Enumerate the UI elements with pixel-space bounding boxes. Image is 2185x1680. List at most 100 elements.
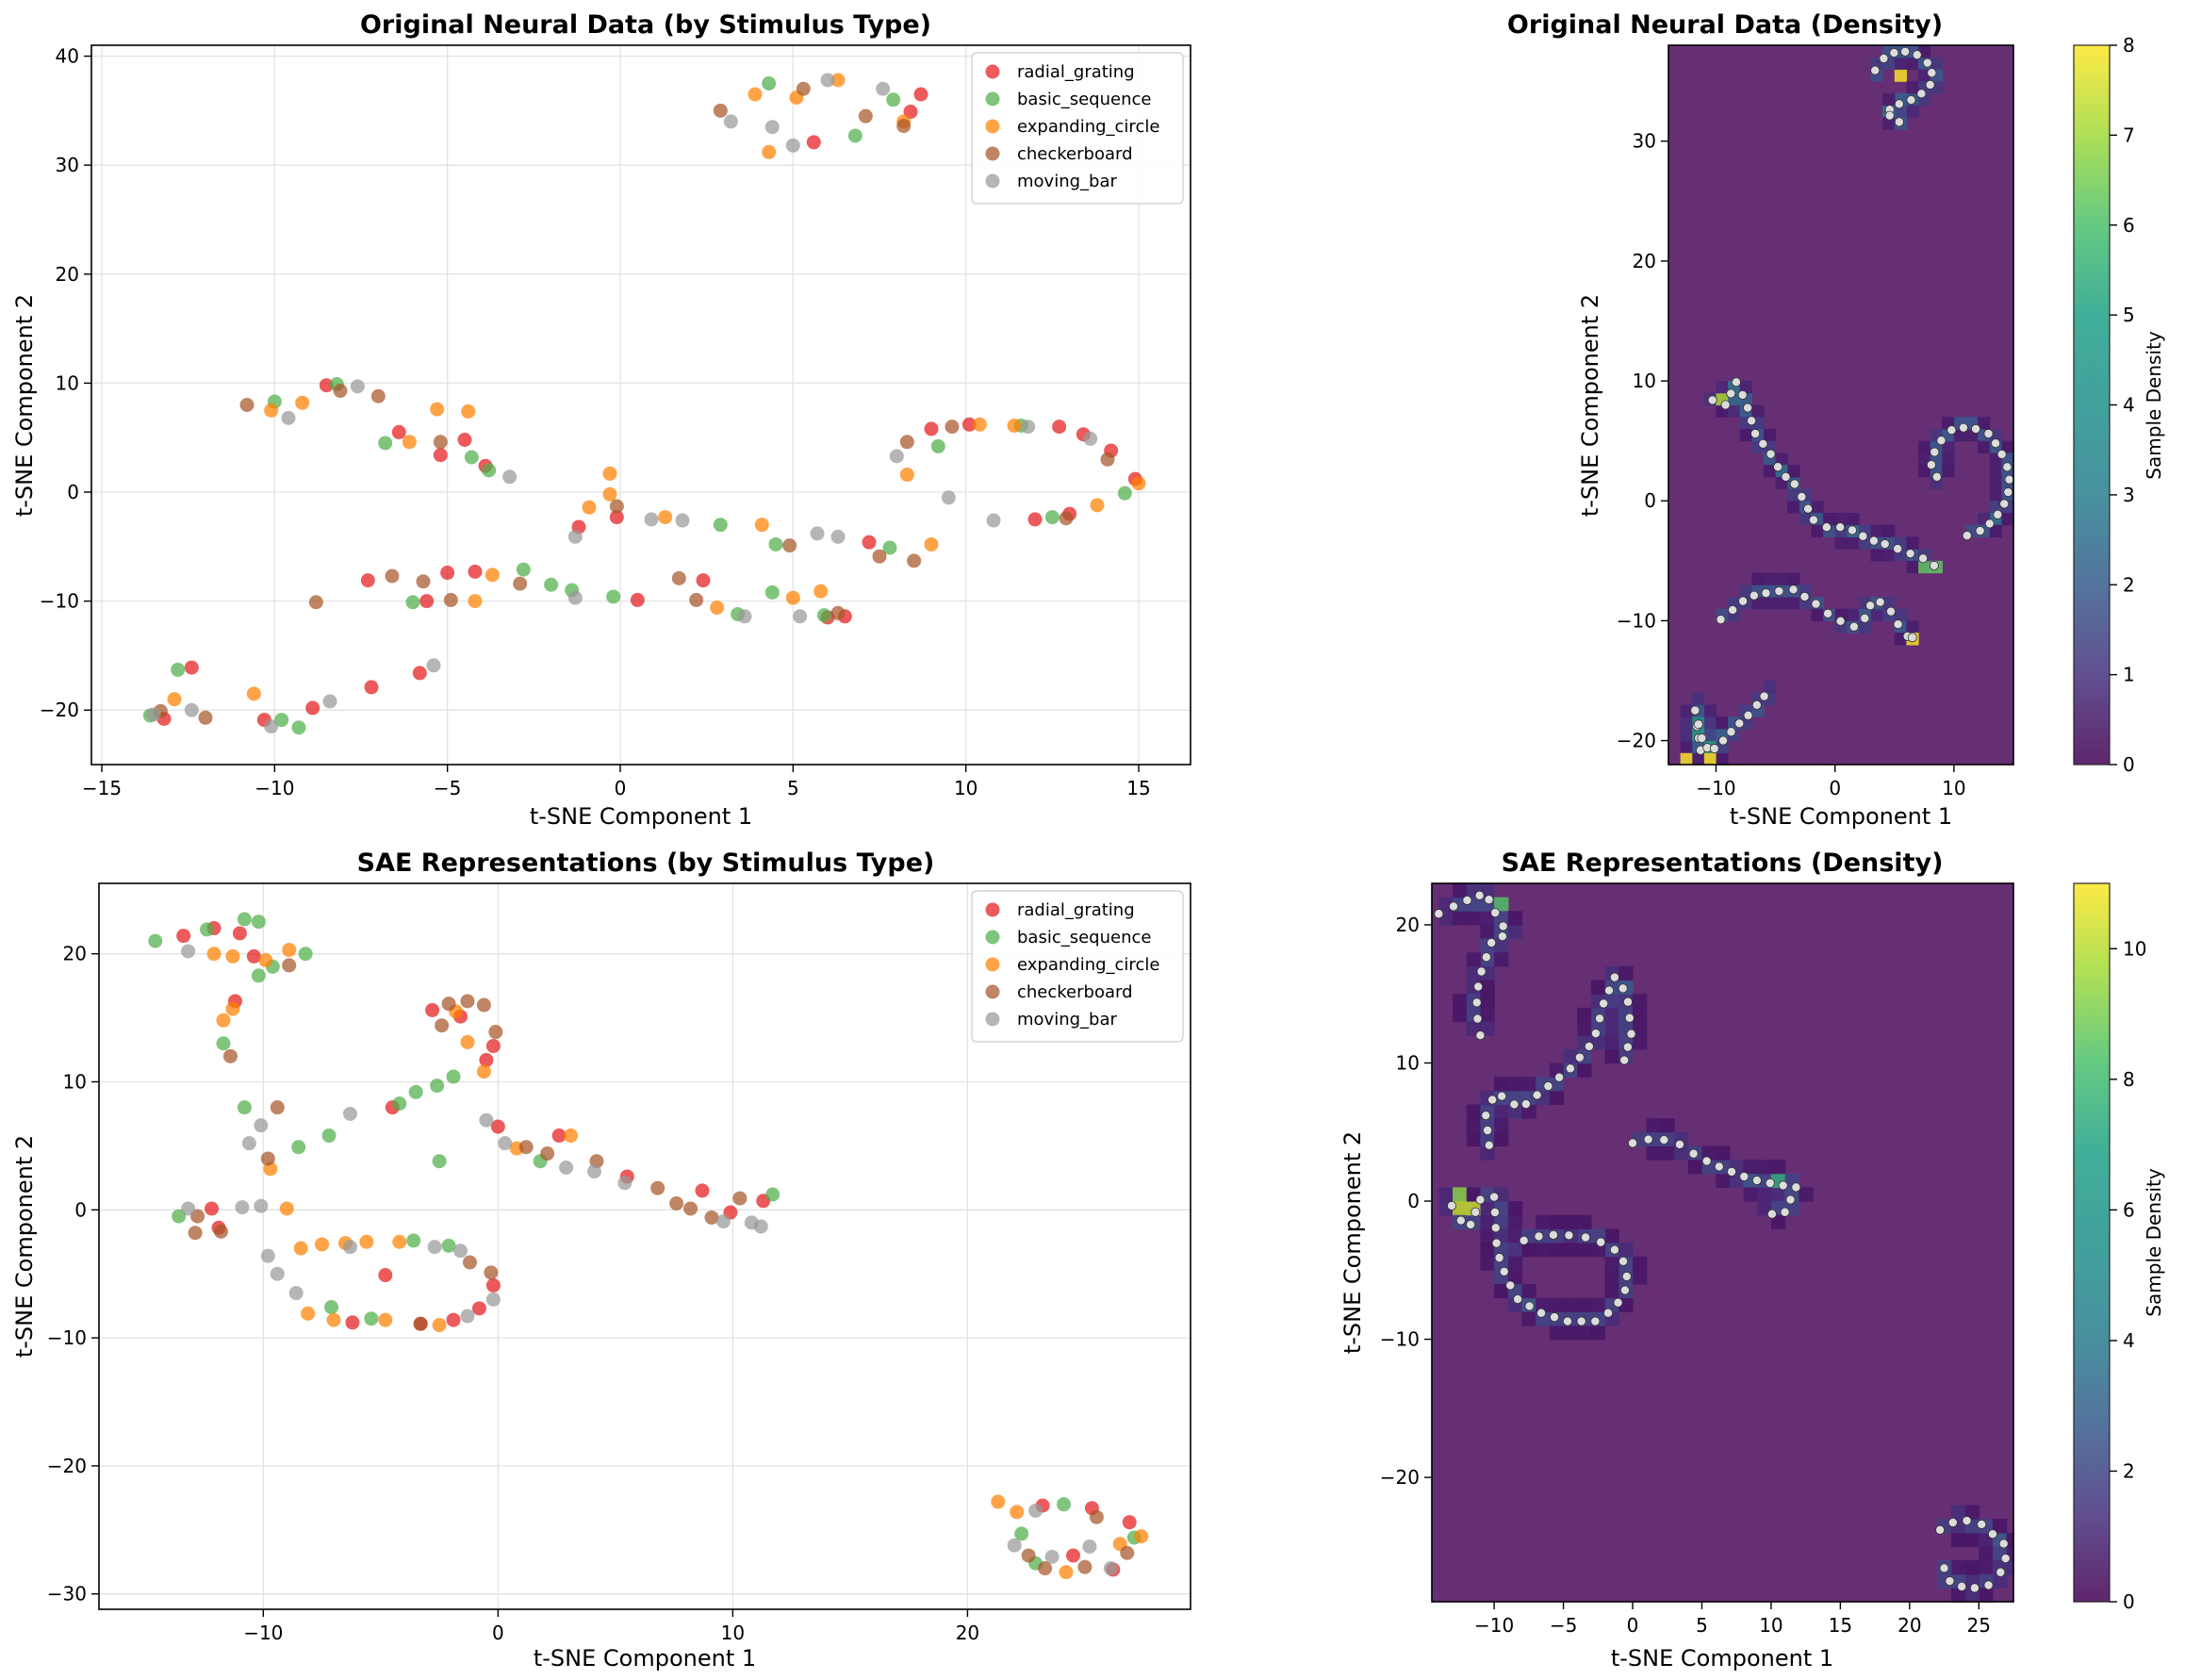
heatmap-cell (1906, 560, 1919, 574)
density-sample-point (1497, 1091, 1507, 1101)
data-point-moving_bar (675, 513, 690, 528)
data-point-moving_bar (753, 1219, 768, 1234)
panel-3-legend: radial_grating basic_sequence expanding_ci… (971, 890, 1184, 1043)
density-sample-point (1728, 604, 1738, 615)
heatmap-cell (1466, 952, 1482, 967)
heatmap-cell (1494, 897, 1509, 912)
heatmap-cell (1906, 81, 1919, 94)
density-sample-point (1889, 48, 1899, 58)
heatmap-cell (1716, 381, 1729, 394)
heatmap-cell (1751, 404, 1765, 418)
y-tick-label: 30 (56, 154, 79, 176)
data-point-radial_grating (391, 424, 406, 439)
heatmap-cell (1770, 1187, 1786, 1202)
heatmap-cell (1978, 440, 1991, 453)
heatmap-cell (1577, 1062, 1592, 1078)
heatmap-cell (1563, 1214, 1578, 1229)
density-sample-point (1690, 705, 1700, 716)
heatmap-cell (1918, 465, 1931, 478)
data-point-checkerboard (1100, 452, 1115, 467)
heatmap-cell (1882, 549, 1896, 562)
heatmap-cell (1618, 1243, 1634, 1258)
x-tick-label: 5 (1696, 1614, 1708, 1637)
density-sample-point (1481, 952, 1491, 963)
data-point-expanding_circle (658, 510, 673, 525)
data-point-expanding_circle (326, 1312, 341, 1327)
heatmap-cell (2006, 1532, 2014, 1547)
density-sample-point (1811, 599, 1821, 609)
density-sample-point (1720, 400, 1731, 410)
panel-2-title: Original Neural Data (Density) (1507, 10, 1943, 40)
data-point-moving_bar (737, 609, 752, 624)
heatmap-cell (1787, 488, 1800, 502)
legend-marker-basic_sequence (985, 91, 1000, 107)
data-point-basic_sequence (172, 1209, 187, 1224)
colorbar-tick-label: 4 (2123, 394, 2135, 417)
density-sample-point (1773, 462, 1783, 472)
density-sample-point (1498, 921, 1508, 931)
data-point-expanding_circle (225, 1001, 240, 1016)
heatmap-cell (1633, 1021, 1648, 1036)
data-point-radial_grating (1065, 1548, 1080, 1563)
heatmap-cell (1494, 952, 1509, 967)
heatmap-cell (1703, 728, 1717, 742)
data-point-moving_bar (1021, 420, 1036, 435)
legend-marker-checkerboard (985, 146, 1000, 161)
data-point-expanding_circle (785, 590, 800, 605)
heatmap-cell (1507, 1214, 1523, 1229)
density-sample-point (1935, 1524, 1946, 1535)
x-tick-label: 10 (1942, 777, 1965, 799)
data-point-checkerboard (669, 1196, 684, 1211)
density-sample-point (1907, 633, 1917, 643)
density-sample-point (1884, 110, 1895, 121)
density-sample-point (1766, 1209, 1777, 1219)
density-sample-point (1524, 1301, 1535, 1311)
data-point-basic_sequence (237, 912, 252, 927)
data-point-moving_bar (1044, 1549, 1060, 1564)
data-point-moving_bar (1028, 1503, 1043, 1518)
heatmap-cell (1507, 1228, 1523, 1244)
data-point-basic_sequence (764, 585, 780, 600)
data-point-checkerboard (476, 997, 491, 1013)
data-point-checkerboard (413, 1316, 428, 1331)
heatmap-cell (1716, 1173, 1731, 1188)
data-point-radial_grating (246, 948, 261, 964)
data-point-moving_bar (502, 469, 518, 485)
data-point-checkerboard (488, 1025, 503, 1040)
heatmap-cell (1989, 476, 2002, 490)
density-sample-point (1781, 471, 1791, 482)
density-sample-point (1707, 395, 1717, 405)
data-point-expanding_circle (206, 947, 222, 962)
colorbar-tick-label: 3 (2123, 484, 2135, 506)
heatmap-cell (1979, 1546, 1994, 1561)
y-tick-label: 20 (1396, 914, 1420, 936)
colorbar-tick-label: 0 (2123, 753, 2135, 776)
density-sample-point (1476, 966, 1487, 977)
density-sample-point (1466, 1219, 1476, 1229)
data-point-expanding_circle (1059, 1565, 1074, 1580)
heatmap-cell (1716, 752, 1729, 766)
heatmap-cell (1763, 465, 1777, 478)
panel-4-colorbar-label: Sample Density (2143, 1168, 2165, 1317)
data-point-basic_sequence (200, 922, 215, 937)
data-point-expanding_circle (991, 1494, 1006, 1509)
data-point-moving_bar (485, 1292, 501, 1307)
heatmap-cell (1964, 1560, 1980, 1575)
heatmap-cell (1751, 572, 1765, 585)
legend-marker-basic_sequence (985, 930, 1000, 945)
heatmap-cell (1918, 560, 1931, 574)
legend-label-basic_sequence: basic_sequence (1017, 928, 1151, 947)
heatmap-cell (1703, 752, 1717, 766)
density-sample-point (1470, 1207, 1481, 1217)
data-point-moving_bar (427, 1240, 442, 1255)
x-tick-label: −10 (255, 777, 294, 799)
data-point-radial_grating (903, 105, 918, 120)
heatmap-cell (1604, 1228, 1619, 1244)
data-point-radial_grating (232, 926, 247, 941)
heatmap-cell (1964, 1505, 1980, 1520)
density-sample-point (1643, 1134, 1653, 1145)
data-point-checkerboard (899, 435, 914, 450)
y-tick-label: 30 (1633, 130, 1656, 153)
density-sample-point (1484, 895, 1494, 905)
